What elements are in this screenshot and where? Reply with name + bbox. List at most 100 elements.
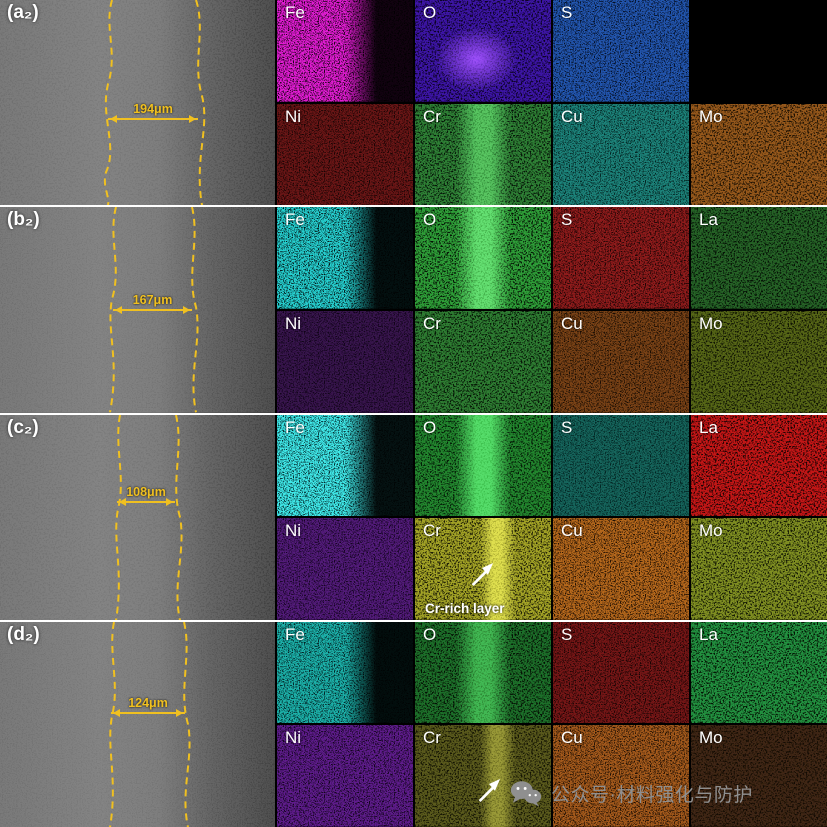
panel-label: (b₂) <box>7 209 40 231</box>
eds-map-b2-ni: Ni <box>277 310 413 413</box>
noise-texture <box>691 518 827 620</box>
element-label: Cr <box>423 521 441 541</box>
eds-maps-a2: Fe O S Ni Cr Cu <box>277 0 827 206</box>
element-label: O <box>423 624 437 644</box>
sem-noise-texture <box>0 414 275 620</box>
eds-map-c2-o: O <box>415 414 551 517</box>
element-label: La <box>699 210 718 230</box>
corrosion-boundary-lines <box>103 0 206 206</box>
row-b2: (b₂) 167μm Fe O S La <box>0 207 827 413</box>
panel-label: (c₂) <box>7 416 39 438</box>
dashed-line-left <box>109 207 117 413</box>
noise-texture <box>553 0 689 102</box>
noise-texture <box>277 518 413 620</box>
measurement-arrow <box>117 497 175 506</box>
eds-maps-b2: Fe O S La Ni Cr <box>277 207 827 413</box>
element-label: Mo <box>699 728 723 748</box>
noise-texture <box>691 725 827 827</box>
empty-tile <box>691 0 827 102</box>
eds-map-b2-s: S <box>553 207 689 309</box>
eds-map-a2-mo: Mo <box>691 103 827 206</box>
eds-maps-d2: Fe O S La Ni <box>277 621 827 827</box>
eds-map-d2-cr: Cr <box>415 725 551 827</box>
eds-map-d2-la: La <box>691 621 827 724</box>
eds-map-b2-mo: Mo <box>691 310 827 413</box>
noise-texture <box>553 414 689 517</box>
measurement-arrow <box>108 115 198 123</box>
eds-map-b2-fe: Fe <box>277 207 413 309</box>
width-measurement: 108μm <box>117 485 175 506</box>
dashed-line-right <box>175 414 183 620</box>
noise-texture <box>691 414 827 517</box>
noise-texture <box>691 103 827 206</box>
noise-texture <box>277 725 413 827</box>
measurement-value: 167μm <box>132 293 173 308</box>
eds-map-c2-cu: Cu <box>553 518 689 620</box>
wechat-icon <box>510 781 542 807</box>
noise-texture <box>415 310 551 413</box>
element-label: La <box>699 624 718 644</box>
noise-texture <box>691 207 827 309</box>
dashed-line-right <box>183 621 191 827</box>
noise-texture <box>691 310 827 413</box>
element-label: Fe <box>285 210 305 230</box>
sem-image-d2: (d₂) 124μm <box>0 621 275 827</box>
dashed-line-left <box>103 0 113 206</box>
element-label: Mo <box>699 521 723 541</box>
dashed-line-right <box>191 207 199 413</box>
arrow-icon <box>478 778 501 802</box>
element-label: S <box>561 3 573 22</box>
measurement-value: 194μm <box>133 102 173 116</box>
watermark-text: 公众号·材料强化与防护 <box>551 785 753 806</box>
row-a2: (a₂) 194μm Fe O S N <box>0 0 827 206</box>
element-label: Cr <box>423 728 441 748</box>
width-measurement: 194μm <box>108 102 198 123</box>
element-label: O <box>423 210 437 230</box>
eds-map-d2-s: S <box>553 621 689 724</box>
eds-map-c2-fe: Fe <box>277 414 413 517</box>
noise-texture <box>553 310 689 413</box>
panel-label: (d₂) <box>7 623 40 645</box>
measurement-arrow <box>111 708 185 717</box>
element-label: Cu <box>561 106 583 126</box>
sem-noise-texture <box>0 621 275 827</box>
width-measurement: 124μm <box>111 695 185 717</box>
corrosion-boundary-lines <box>109 621 191 827</box>
eds-map-d2-ni: Ni <box>277 725 413 827</box>
eds-map-d2-mo: Mo <box>691 725 827 827</box>
eds-map-d2-fe: Fe <box>277 621 413 724</box>
eds-map-c2-s: S <box>553 414 689 517</box>
noise-texture <box>277 103 413 206</box>
sem-image-a2: (a₂) 194μm <box>0 0 275 206</box>
element-label: Fe <box>285 417 305 437</box>
dashed-line-left <box>109 621 116 827</box>
element-label: Cu <box>561 521 583 541</box>
noise-texture <box>553 518 689 620</box>
measurement-value: 124μm <box>128 695 168 710</box>
eds-map-c2-cr: Cr-rich layer Cr <box>415 518 551 620</box>
element-label: Fe <box>285 624 305 644</box>
eds-map-a2-fe: Fe <box>277 0 413 102</box>
sem-noise-texture <box>0 0 275 206</box>
element-label: Fe <box>285 3 305 22</box>
eds-map-a2-cu: Cu <box>553 103 689 206</box>
measurement-arrow <box>113 306 192 315</box>
watermark: 公众号·材料强化与防护 <box>510 780 753 807</box>
eds-map-b2-cu: Cu <box>553 310 689 413</box>
element-label: Cu <box>561 313 583 333</box>
element-label: S <box>561 417 573 437</box>
eds-map-c2-ni: Ni <box>277 518 413 620</box>
eds-map-d2-cu: Cu <box>553 725 689 827</box>
eds-maps-c2: Fe O S La Ni <box>277 414 827 620</box>
eds-map-a2-o: O <box>415 0 551 102</box>
noise-texture <box>691 621 827 724</box>
panel-label: (a₂) <box>7 2 39 23</box>
eds-map-b2-o: O <box>415 207 551 309</box>
noise-texture <box>553 103 689 206</box>
noise-texture <box>553 621 689 724</box>
eds-map-d2-o: O <box>415 621 551 724</box>
element-label: Ni <box>285 313 302 333</box>
noise-texture <box>277 310 413 413</box>
eds-map-b2-cr: Cr <box>415 310 551 413</box>
element-label: La <box>699 417 718 437</box>
